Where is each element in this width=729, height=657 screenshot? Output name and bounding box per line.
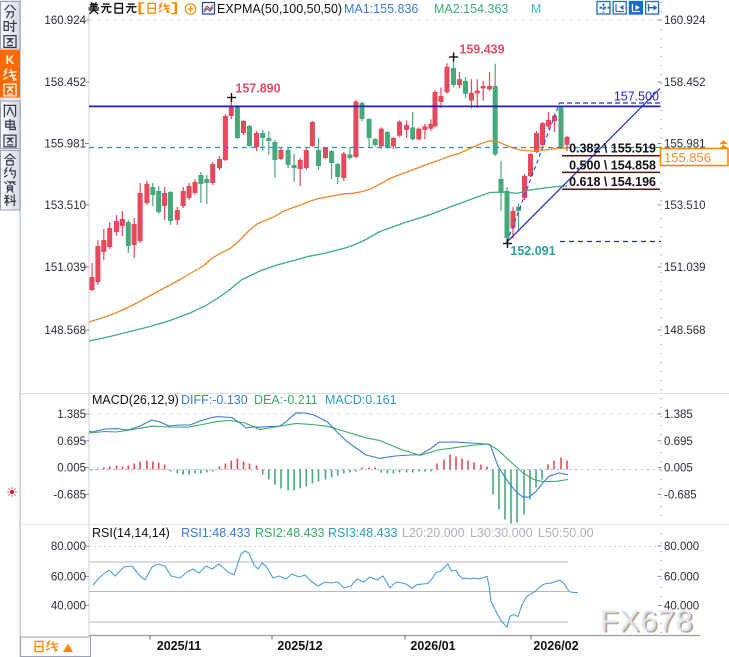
svg-text:MACD(26,12,9): MACD(26,12,9)	[92, 393, 179, 407]
svg-text:FX678: FX678	[602, 607, 695, 640]
svg-text:RSI2:48.433: RSI2:48.433	[255, 526, 325, 540]
svg-text:0.695: 0.695	[664, 436, 693, 448]
svg-text:152.091: 152.091	[510, 244, 555, 258]
svg-text:M: M	[531, 2, 541, 16]
svg-text:1.385: 1.385	[57, 409, 86, 421]
svg-text:158.452: 158.452	[44, 77, 86, 89]
svg-text:-0.685: -0.685	[53, 489, 86, 501]
svg-text:148.568: 148.568	[664, 325, 706, 337]
svg-text:151.039: 151.039	[44, 262, 86, 274]
svg-text:80.000: 80.000	[664, 541, 699, 553]
svg-text:DEA:-0.211: DEA:-0.211	[254, 393, 318, 407]
svg-text:MA2:154.363: MA2:154.363	[434, 2, 508, 16]
svg-text:2026/02: 2026/02	[533, 639, 578, 653]
svg-text:DIFF:-0.130: DIFF:-0.130	[181, 393, 248, 407]
svg-text:L30:30.000: L30:30.000	[470, 526, 533, 540]
svg-text:40.000: 40.000	[51, 600, 86, 612]
svg-text:1.385: 1.385	[664, 409, 693, 421]
svg-text:80.000: 80.000	[51, 541, 86, 553]
svg-text:153.510: 153.510	[44, 200, 86, 212]
svg-text:40.000: 40.000	[664, 600, 699, 612]
svg-text:0.618 \ 154.196: 0.618 \ 154.196	[569, 175, 656, 189]
svg-text:160.924: 160.924	[664, 15, 706, 27]
svg-text:RSI(14,14,14): RSI(14,14,14)	[92, 526, 170, 540]
svg-text:2025/12: 2025/12	[277, 639, 322, 653]
svg-text:-0.685: -0.685	[664, 489, 697, 501]
svg-text:60.000: 60.000	[664, 571, 699, 583]
svg-text:155.981: 155.981	[44, 139, 86, 151]
svg-text:RSI3:48.433: RSI3:48.433	[328, 526, 398, 540]
svg-text:60.000: 60.000	[51, 571, 86, 583]
svg-text:2026/01: 2026/01	[410, 639, 455, 653]
svg-text:MACD:0.161: MACD:0.161	[325, 393, 397, 407]
svg-text:EXPMA(50,100,50,50): EXPMA(50,100,50,50)	[217, 2, 342, 16]
svg-text:153.510: 153.510	[664, 200, 706, 212]
svg-text:0.382 \ 155.519: 0.382 \ 155.519	[569, 142, 656, 156]
svg-text:0.500 \ 154.858: 0.500 \ 154.858	[569, 158, 656, 172]
svg-text:160.924: 160.924	[44, 15, 86, 27]
svg-text:157.890: 157.890	[235, 82, 280, 96]
svg-text:0.005: 0.005	[57, 463, 86, 475]
svg-text:159.439: 159.439	[459, 43, 504, 57]
svg-text:RSI1:48.433: RSI1:48.433	[181, 526, 251, 540]
svg-text:148.568: 148.568	[44, 325, 86, 337]
svg-text:155.981: 155.981	[664, 139, 706, 151]
svg-text:0.695: 0.695	[57, 436, 86, 448]
svg-text:2025/11: 2025/11	[157, 639, 202, 653]
svg-text:L50:50.00: L50:50.00	[538, 526, 594, 540]
svg-text:151.039: 151.039	[664, 262, 706, 274]
svg-text:155.856: 155.856	[664, 150, 711, 165]
svg-text:L20:20.000: L20:20.000	[402, 526, 465, 540]
svg-text:MA1:155.836: MA1:155.836	[344, 2, 418, 16]
svg-text:158.452: 158.452	[664, 77, 706, 89]
svg-text:FX678: FX678	[600, 605, 693, 638]
svg-text:0.005: 0.005	[664, 463, 693, 475]
svg-text:K: K	[6, 53, 15, 67]
